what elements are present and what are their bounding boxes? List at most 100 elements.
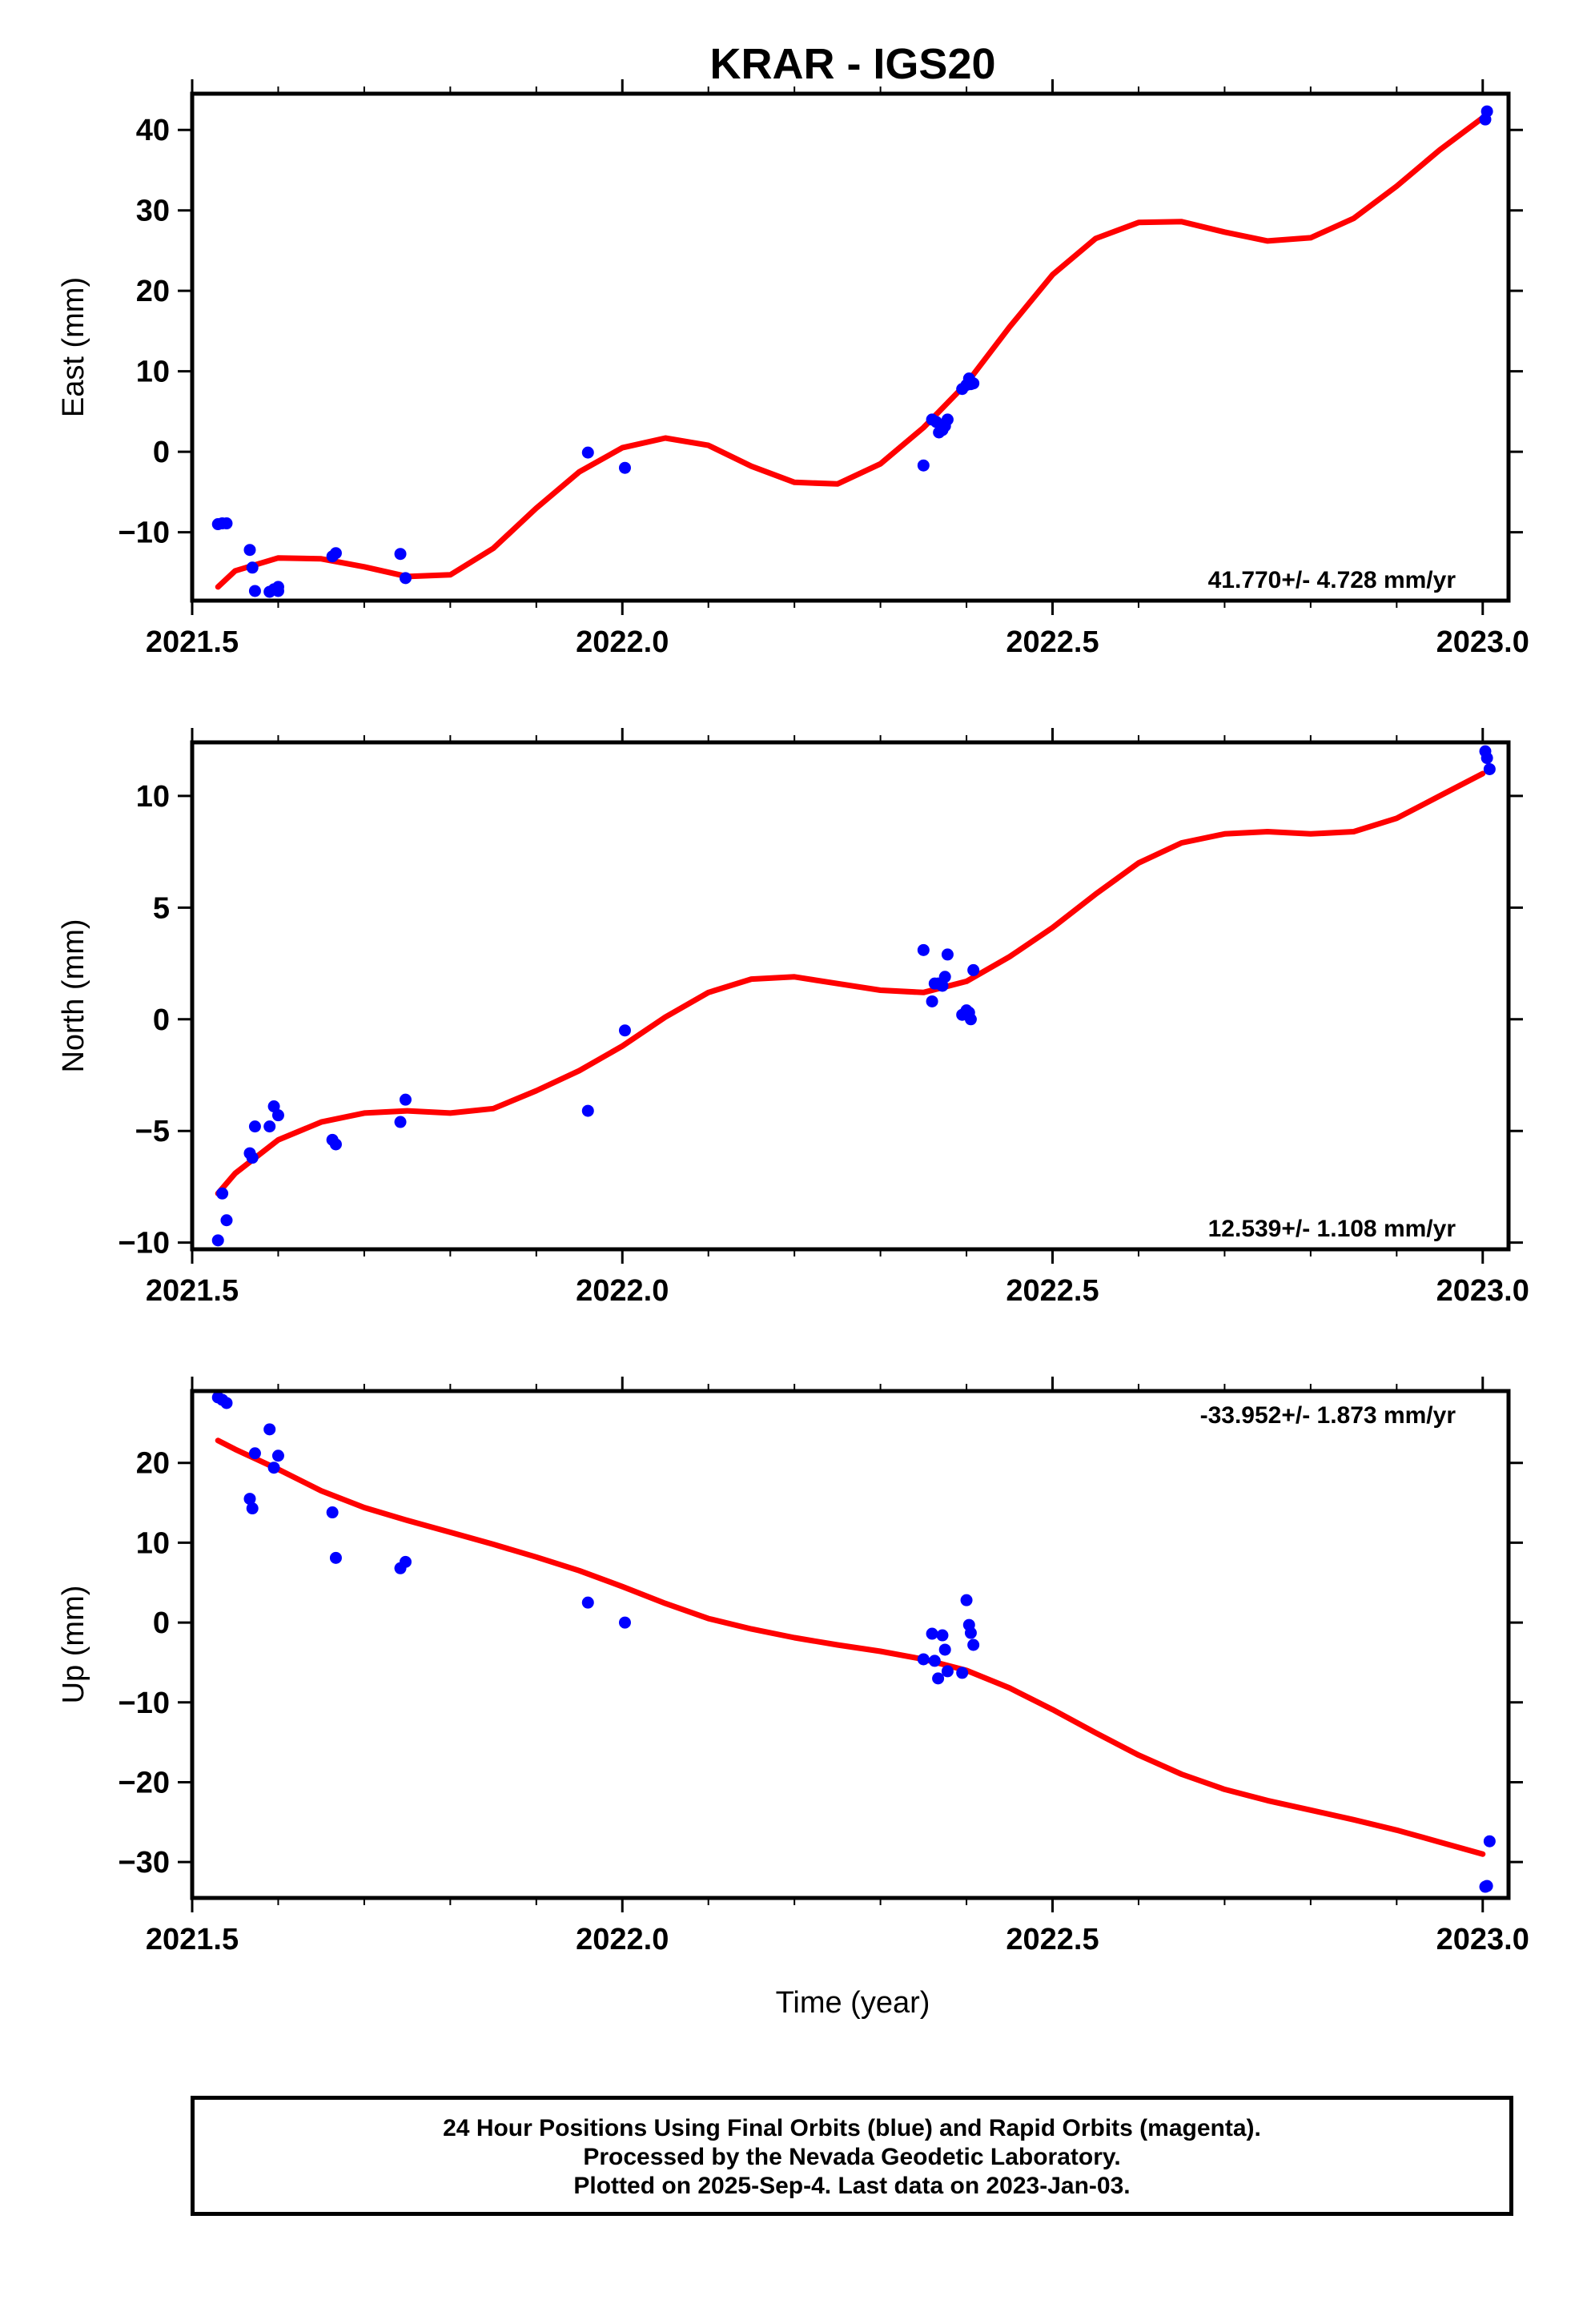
data-point (246, 1152, 259, 1164)
data-point (917, 459, 930, 472)
data-point (938, 1643, 951, 1656)
data-point (220, 1214, 233, 1227)
x-axis-label: Time (year) (776, 1986, 930, 2020)
y-axis-label: Up (mm) (57, 1586, 90, 1704)
y-tick-label: 30 (136, 195, 170, 228)
y-tick-label: 20 (136, 275, 170, 308)
model-fit-line (215, 770, 1486, 1196)
plot-area (211, 1391, 1496, 1893)
data-point (941, 413, 954, 426)
data-point (926, 995, 938, 1007)
data-point (941, 1665, 954, 1678)
data-point (581, 446, 594, 459)
data-point (967, 1638, 980, 1651)
data-point (263, 1120, 276, 1133)
data-point (926, 1627, 938, 1640)
data-point (329, 1551, 342, 1564)
data-point (581, 1104, 594, 1117)
data-point (329, 1138, 342, 1151)
plot-frame (190, 1389, 1511, 1900)
model-fit-line (215, 1437, 1486, 1857)
velocity-annotation: -33.952+/- 1.873 mm/yr (1200, 1402, 1456, 1429)
y-tick-label: −20 (119, 1766, 170, 1799)
y-axis-label: North (mm) (57, 919, 90, 1072)
data-point (267, 1462, 280, 1474)
x-tick-label: 2022.0 (576, 625, 669, 659)
data-point (917, 943, 930, 956)
data-point (964, 1013, 977, 1026)
y-tick-label: −10 (119, 517, 170, 550)
data-point (394, 548, 407, 561)
model-fit-line (215, 115, 1486, 590)
panel-north: 2021.5 2022.0 2022.5 2023.0 −10 −5 0 5 10 North (… (57, 728, 1529, 1308)
data-point (271, 1449, 284, 1462)
footer-line-2: Processed by the Nevada Geodetic Laborat… (583, 2144, 1121, 2170)
y-tick-label: −5 (135, 1115, 170, 1148)
y-tick-label: −10 (119, 1227, 170, 1261)
data-point (936, 1629, 949, 1642)
data-point (960, 1594, 973, 1606)
x-tick-label: 2021.5 (146, 625, 239, 659)
data-point (941, 948, 954, 961)
data-point (938, 971, 951, 983)
data-point (216, 1187, 229, 1200)
y-tick-label: −30 (119, 1846, 170, 1880)
data-point (246, 1502, 259, 1515)
data-point (399, 1093, 412, 1106)
data-point (928, 1655, 941, 1667)
x-tick-label: 2022.0 (576, 1923, 669, 1956)
x-tick-label: 2022.5 (1006, 1923, 1099, 1956)
plot-area (211, 105, 1493, 598)
panel-east: 2021.5 2022.0 2022.5 2023.0 −10 0 10 20 30 40 East… (57, 79, 1529, 659)
figure-title: KRAR - IGS20 (709, 40, 995, 88)
x-tick-label: 2022.0 (576, 1274, 669, 1308)
x-tick-label: 2021.5 (146, 1923, 239, 1956)
data-point (581, 1596, 594, 1609)
x-tick-label: 2021.5 (146, 1274, 239, 1308)
footer-line-3: Plotted on 2025-Sep-4. Last data on 2023… (573, 2173, 1131, 2199)
y-tick-label: 40 (136, 114, 170, 147)
y-tick-label: 10 (136, 780, 170, 814)
velocity-annotation: 41.770+/- 4.728 mm/yr (1208, 567, 1456, 593)
plot-frame (190, 740, 1511, 1252)
data-point (271, 1109, 284, 1122)
data-point (220, 517, 233, 530)
data-point (248, 585, 261, 597)
x-tick-label: 2022.5 (1006, 625, 1099, 659)
y-tick-label: 5 (153, 891, 170, 925)
data-point (964, 1626, 977, 1639)
panel-up: 2021.5 2022.0 2022.5 2023.0 −30 −20 −10 0 10 20 Up… (57, 1377, 1529, 1956)
data-point (618, 1024, 631, 1037)
data-point (1483, 762, 1496, 775)
y-axis-label: East (mm) (57, 277, 90, 417)
data-point (243, 1493, 256, 1506)
data-point (967, 377, 980, 390)
data-point (399, 572, 412, 585)
data-point (248, 1120, 261, 1133)
velocity-annotation: 12.539+/- 1.108 mm/yr (1208, 1216, 1456, 1242)
footer-note: 24 Hour Positions Using Final Orbits (bl… (191, 2096, 1513, 2216)
y-tick-label: 20 (136, 1447, 170, 1481)
data-point (1481, 105, 1493, 118)
data-point (917, 1653, 930, 1666)
data-point (932, 1672, 945, 1685)
data-point (1481, 752, 1493, 765)
data-point (399, 1555, 412, 1568)
data-point (248, 1447, 261, 1460)
data-point (243, 544, 256, 557)
x-tick-label: 2023.0 (1436, 1923, 1529, 1956)
data-point (271, 585, 284, 597)
y-tick-label: 0 (153, 436, 170, 469)
plot-area (211, 745, 1496, 1247)
data-point (618, 1616, 631, 1629)
data-point (220, 1397, 233, 1409)
data-point (267, 1100, 280, 1113)
y-tick-label: 0 (153, 1003, 170, 1037)
plot-frame (190, 91, 1511, 603)
data-point (394, 1116, 407, 1128)
y-tick-label: 10 (136, 1526, 170, 1560)
data-point (211, 1234, 224, 1247)
data-point (1483, 1835, 1496, 1848)
data-point (263, 1423, 276, 1436)
